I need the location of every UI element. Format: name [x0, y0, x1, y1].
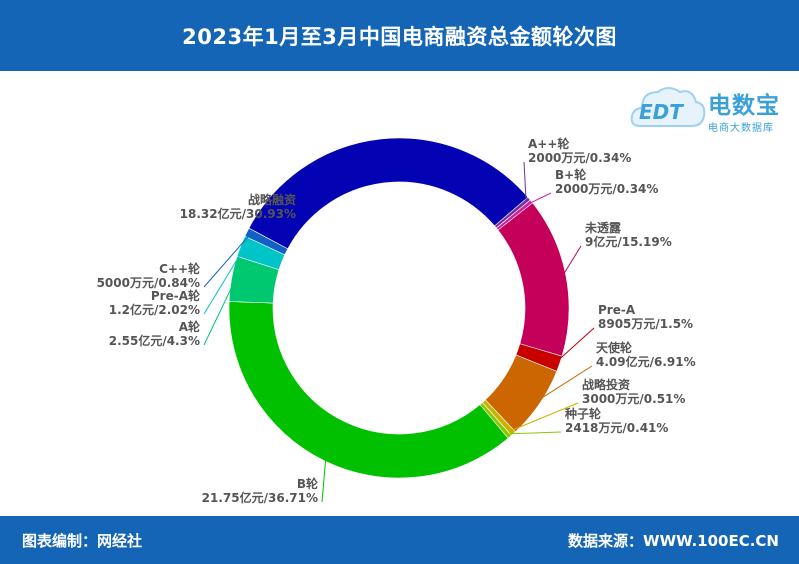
donut-slice: [228, 301, 509, 479]
slice-label: Pre-A轮: [151, 288, 201, 303]
slice-value-label: 5000万元/0.84%: [97, 276, 200, 290]
slice-value-label: 2.55亿元/4.3%: [109, 333, 200, 348]
chart-header: 2023年1月至3月中国电商融资总金额轮次图: [0, 0, 799, 71]
slice-label: A轮: [179, 319, 201, 334]
logo-title: 电数宝: [708, 93, 780, 119]
donut-chart: 战略融资18.32亿元/30.93%A++轮2000万元/0.34%B+轮200…: [97, 136, 696, 505]
slice-label: C++轮: [159, 261, 201, 276]
leader-line: [510, 402, 579, 432]
slice-label: Pre-A: [598, 303, 636, 317]
slice-label: 战略融资: [248, 192, 296, 207]
footer-source: 数据来源：WWW.100EC.CN: [568, 532, 779, 550]
slice-label: 天使轮: [596, 340, 633, 355]
leader-line: [299, 142, 382, 219]
slice-value-label: 9亿元/15.19%: [585, 234, 672, 249]
slice-value-label: 2418万元/0.41%: [565, 421, 668, 435]
logo-badge: EDT: [639, 100, 683, 124]
slice-value-label: 2000万元/0.34%: [528, 151, 631, 165]
donut-slice: [248, 137, 529, 250]
leader-line: [203, 247, 245, 315]
slice-label: 战略投资: [582, 377, 630, 392]
slice-label: A++轮: [528, 136, 570, 151]
donut-slice: [497, 202, 570, 357]
slice-label: 未透露: [584, 220, 622, 235]
slice-value-label: 4.09亿元/6.91%: [596, 354, 696, 369]
chart-title: 2023年1月至3月中国电商融资总金额轮次图: [182, 24, 617, 49]
slice-value-label: 3000万元/0.51%: [582, 392, 685, 406]
chart-footer: 图表编制：网经社 数据来源：WWW.100EC.CN: [0, 516, 799, 564]
leader-line: [507, 431, 562, 435]
leader-line: [321, 456, 327, 503]
slice-value-label: 2000万元/0.34%: [555, 182, 658, 196]
slice-value-label: 21.75亿元/36.71%: [202, 490, 318, 505]
leader-line: [203, 279, 236, 346]
slice-label: B轮: [297, 476, 319, 491]
slice-value-label: 8905万元/1.5%: [598, 317, 693, 331]
footer-credit: 图表编制：网经社: [22, 532, 143, 550]
slice-label: B+轮: [555, 167, 587, 182]
slice-value-label: 18.32亿元/30.93%: [180, 206, 296, 221]
cloud-logo-icon: [630, 87, 706, 127]
slice-label: 种子轮: [564, 406, 602, 421]
logo-subtitle: 电商大数据库: [708, 123, 774, 134]
leader-line: [203, 233, 251, 288]
logo: EDT 电数宝 电商大数据库: [630, 78, 795, 138]
slice-value-label: 1.2亿元/2.02%: [109, 302, 200, 317]
leader-line: [555, 327, 595, 363]
leader-line: [535, 365, 593, 403]
leader-line: [561, 245, 582, 277]
leader-line: [523, 161, 527, 202]
donut-slice: [244, 227, 289, 256]
leader-line: [528, 192, 552, 205]
